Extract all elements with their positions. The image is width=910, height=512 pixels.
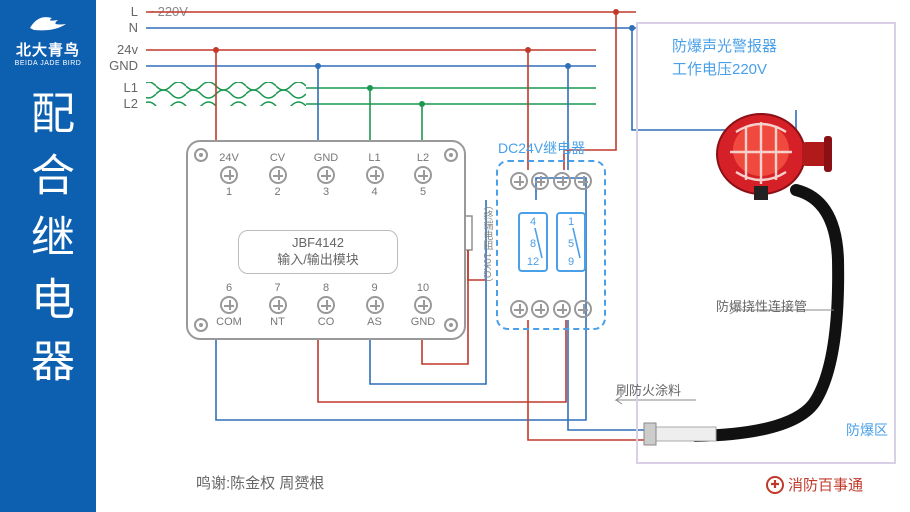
terminal-L2: L25 [404,152,442,198]
vertical-title: 配合继电器 [16,90,80,400]
diagram-canvas: LN24vGNDL1L2 ~220V [96,0,910,512]
conduit-label: 防爆挠性连接管 [716,296,807,315]
terminal-NT: 7NT [259,282,297,328]
credits: 鸣谢:陈金权 周赟根 [196,472,324,493]
ex-title: 防爆声光警报器 工作电压220V [672,36,777,81]
relay-box: 4 8 12 1 5 9 [496,160,606,330]
module-subtitle: 输入/输出模块 [239,252,397,269]
terminal-24V: 24V1 [210,152,248,198]
terminal-AS: 9AS [356,282,394,328]
terminal-GND: GND3 [307,152,345,198]
coating-label: 刷防火涂料 [616,380,681,399]
ex-zone-label: 防爆区 [846,420,888,440]
terminal-GND: 10GND [404,282,442,328]
terminal-CV: CV2 [259,152,297,198]
terminal-L1: L14 [356,152,394,198]
sidebar: 北大青鸟 BEIDA JADE BIRD 配合继电器 [0,0,96,512]
bird-icon [28,10,68,34]
footer-brand: ✚ 消防百事通 [766,474,863,495]
resistor-note: （终端电阻 10KΩ） [479,200,494,288]
module-model: JBF4142 [239,235,397,252]
relay-switch-1: 4 8 12 [518,212,548,272]
io-module: 24V1 CV2 GND3 L14 L25 JBF4142 输入/输出模块 6COM 7N… [186,140,466,340]
terminal-CO: 8CO [307,282,345,328]
logo-cn: 北大青鸟 [6,39,90,60]
brand-icon: ✚ [766,476,784,494]
module-label: JBF4142 输入/输出模块 [238,230,398,274]
terminal-COM: 6COM [210,282,248,328]
logo: 北大青鸟 BEIDA JADE BIRD [0,0,96,77]
relay-label: DC24V继电器 [498,138,585,158]
relay-switch-2: 1 5 9 [556,212,586,272]
siren-icon [706,100,836,200]
logo-en: BEIDA JADE BIRD [6,60,90,67]
